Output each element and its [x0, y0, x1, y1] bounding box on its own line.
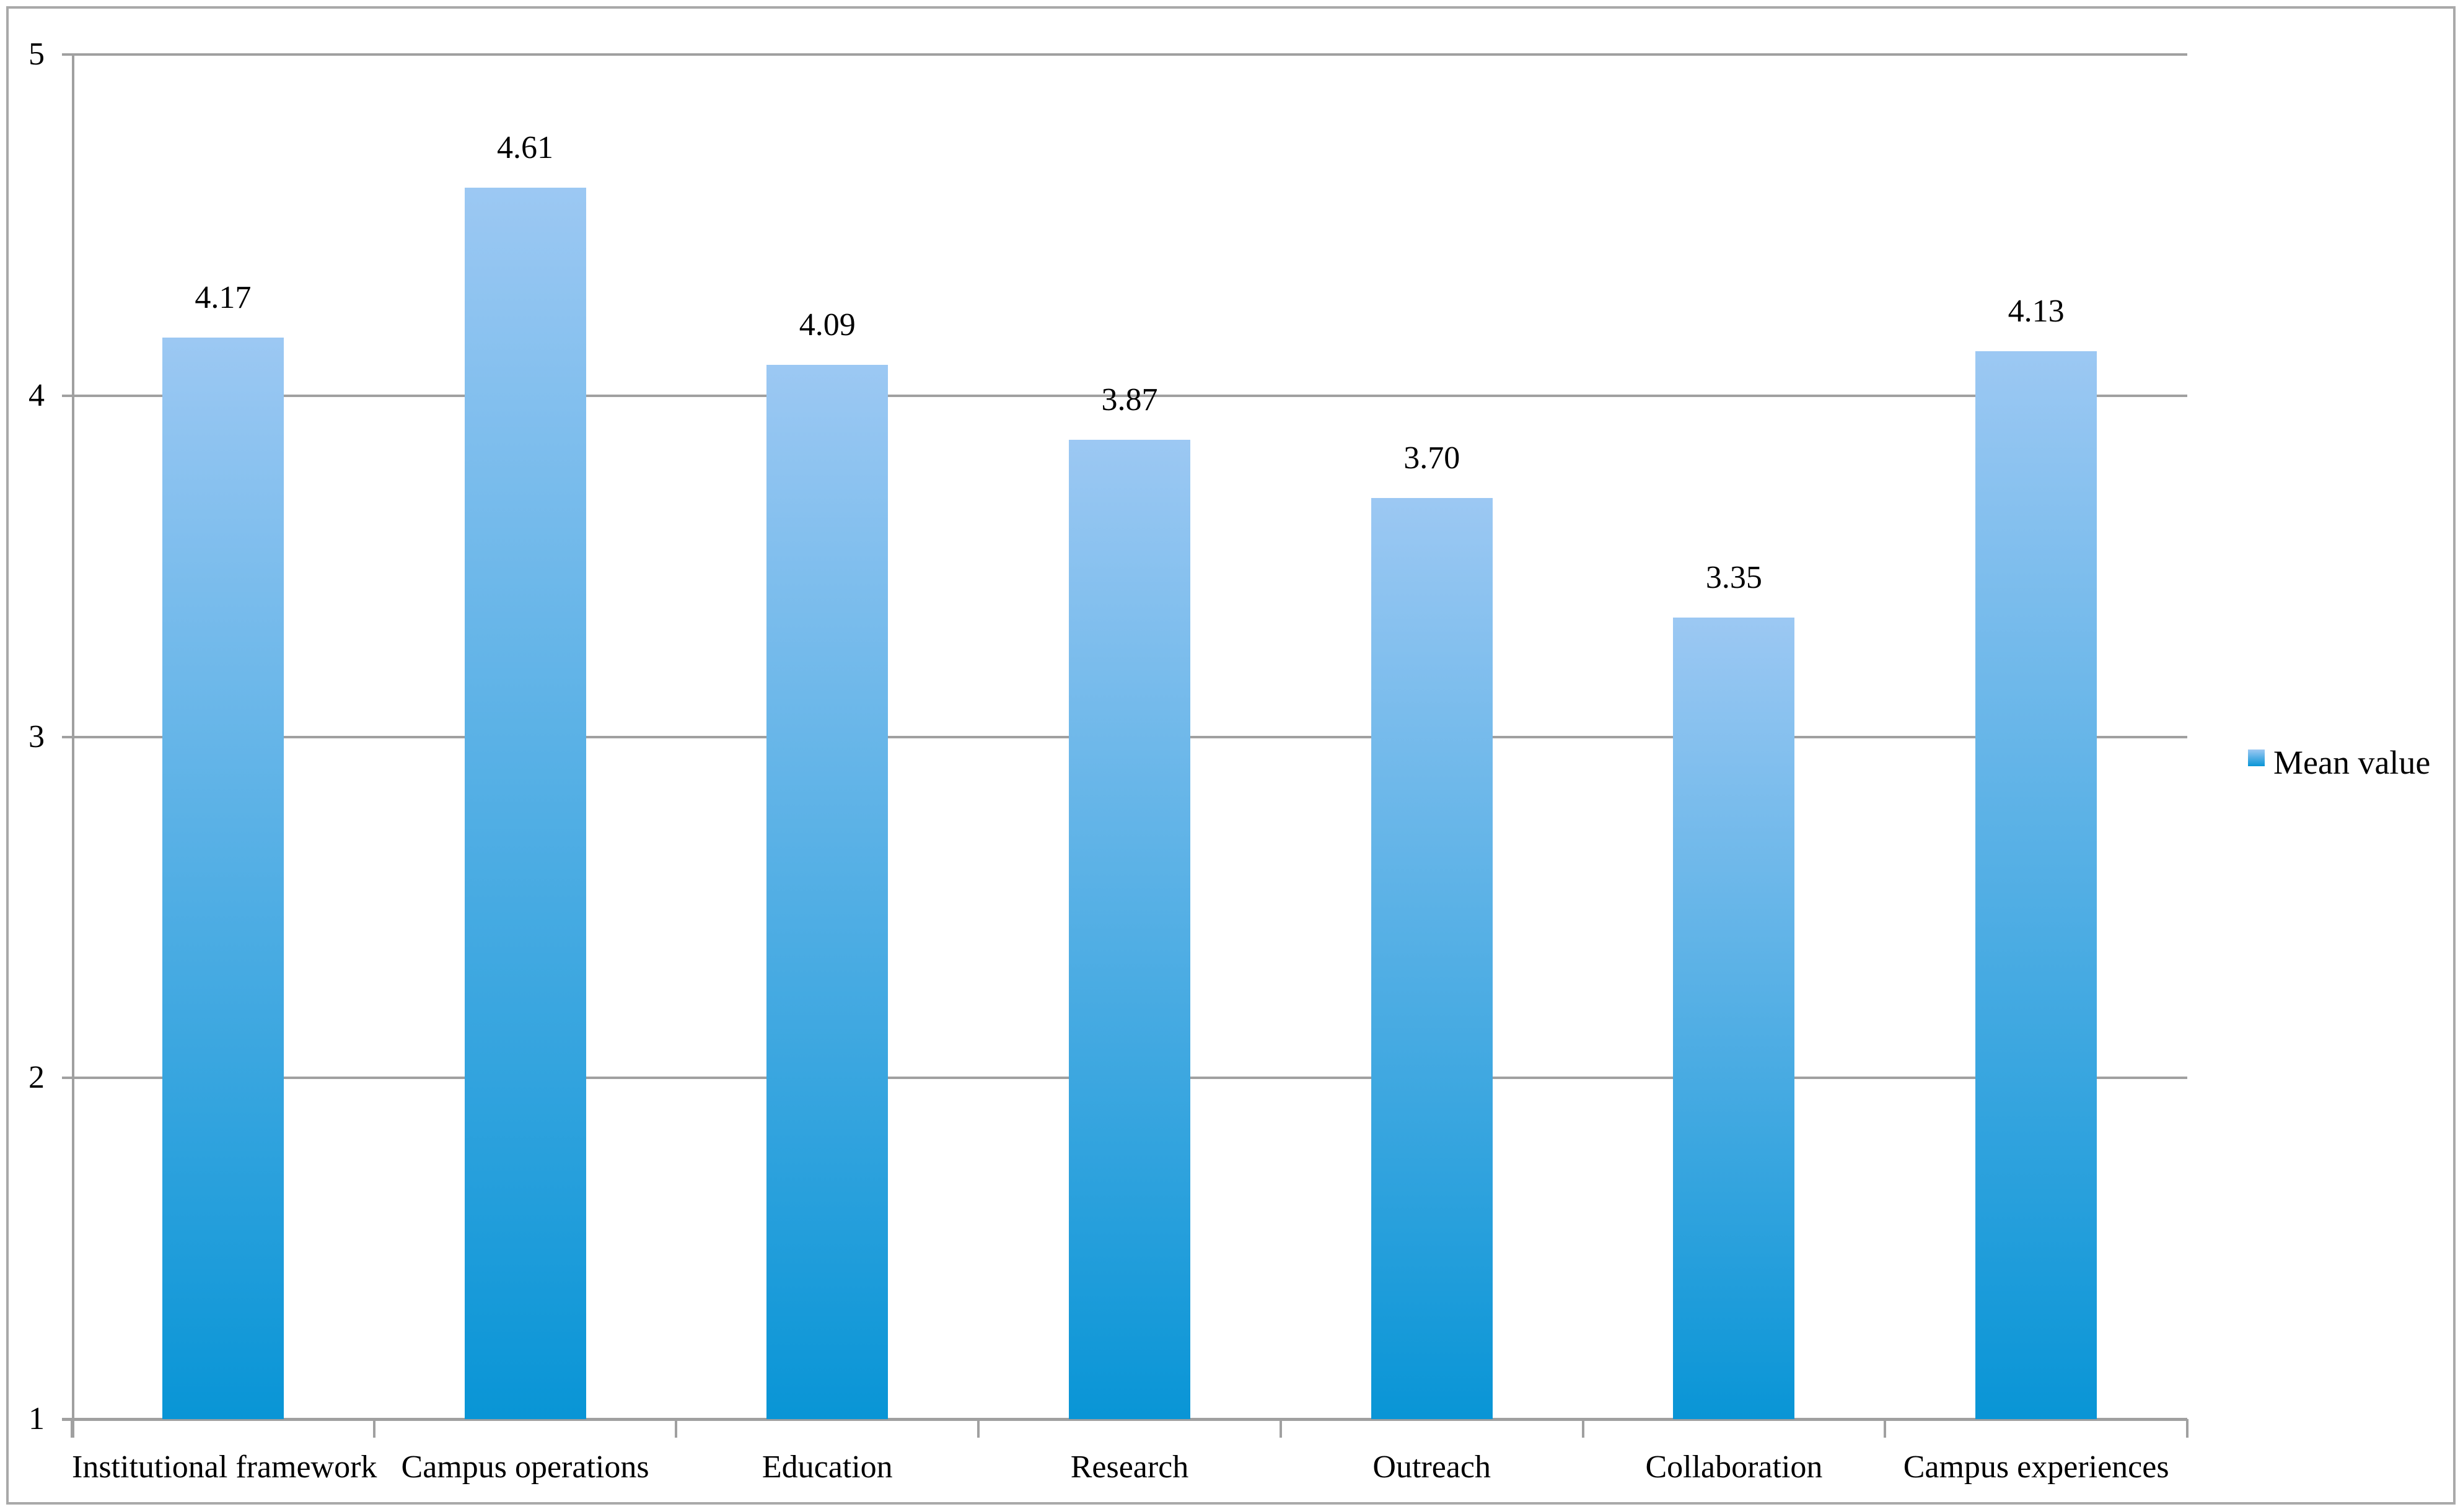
category-label: Campus experiences — [1903, 1449, 2169, 1485]
bar-campus-experiences — [1975, 351, 2097, 1419]
category-label: Collaboration — [1645, 1449, 1823, 1485]
bar-value-label: 3.87 — [1101, 382, 1158, 418]
x-axis-tick — [675, 1419, 678, 1438]
gridline — [62, 394, 2187, 397]
x-axis-tick — [1279, 1419, 1282, 1438]
category-label: Research — [1070, 1449, 1189, 1485]
category-label: Outreach — [1372, 1449, 1491, 1485]
x-axis-tick — [1884, 1419, 1887, 1438]
x-axis-tick — [1581, 1419, 1584, 1438]
gridline — [62, 53, 2187, 56]
category-label: Institutional framework — [72, 1449, 377, 1485]
bar-education — [766, 365, 889, 1419]
bar-value-label: 4.61 — [497, 129, 554, 165]
category-label: Education — [762, 1449, 893, 1485]
x-axis-tick — [372, 1419, 375, 1438]
bar-value-label: 4.09 — [799, 307, 856, 343]
bar-value-label: 4.17 — [195, 280, 252, 316]
chart-border — [6, 6, 2456, 1505]
bar-collaboration — [1673, 617, 1795, 1419]
y-axis-tick-label: 4 — [29, 377, 45, 413]
y-axis-tick-label: 5 — [29, 37, 45, 72]
y-axis-tick-label: 3 — [29, 719, 45, 754]
bar-value-label: 3.35 — [1705, 559, 1762, 595]
y-axis-tick-label: 1 — [29, 1401, 45, 1436]
bar-value-label: 3.70 — [1403, 440, 1460, 476]
bar-research — [1068, 440, 1191, 1419]
x-axis-tick — [977, 1419, 980, 1438]
bar-campus-operations — [464, 187, 586, 1419]
x-axis-line — [62, 1418, 2187, 1421]
legend-label: Mean value — [2273, 744, 2431, 781]
bar-outreach — [1371, 497, 1493, 1419]
bar-institutional-framework — [162, 338, 284, 1419]
x-axis-tick — [71, 1419, 73, 1438]
y-axis-line — [72, 55, 74, 1438]
legend-swatch-icon — [2248, 749, 2265, 766]
bar-value-label: 4.13 — [2008, 294, 2065, 330]
category-label: Campus operations — [401, 1449, 649, 1485]
x-axis-tick — [2186, 1419, 2189, 1438]
legend: Mean value — [2248, 743, 2430, 782]
y-axis-tick-label: 2 — [29, 1060, 45, 1096]
